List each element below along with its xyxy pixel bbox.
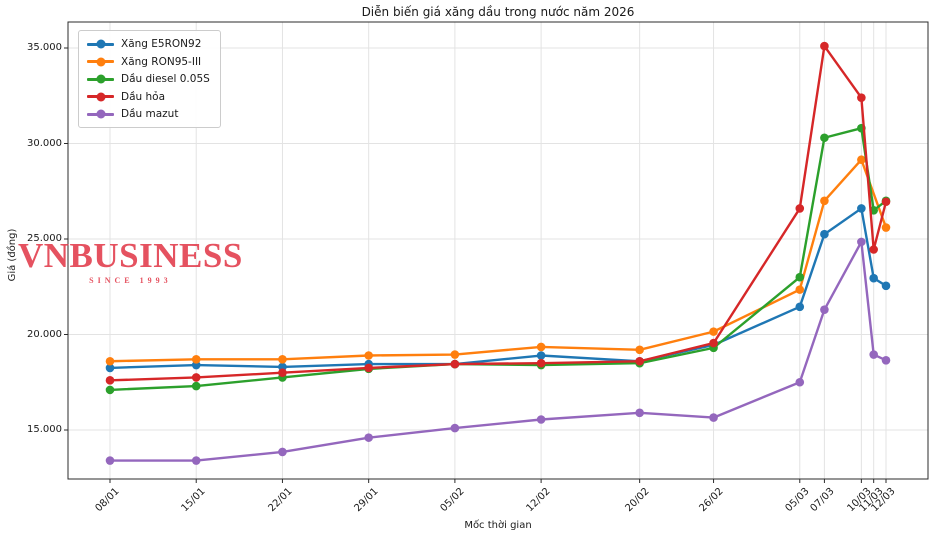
data-point: [881, 355, 891, 365]
data-point: [364, 351, 373, 360]
data-point: [635, 408, 644, 418]
data-point: [857, 204, 866, 213]
data-point: [869, 245, 878, 254]
data-point: [105, 456, 115, 465]
data-point: [105, 356, 115, 366]
y-tick-label: 20.000: [27, 328, 62, 340]
chart-title: Diễn biến giá xăng dầu trong nước năm 20…: [361, 5, 635, 19]
data-point: [364, 363, 373, 373]
data-point: [105, 385, 115, 395]
data-point: [536, 342, 546, 352]
legend: Xăng E5RON92 Xăng RON95-III Dầu diesel 0…: [78, 30, 221, 128]
data-point: [820, 133, 829, 143]
y-tick-label: 25.000: [27, 233, 62, 244]
data-point: [881, 197, 891, 207]
data-point: [278, 368, 287, 378]
data-point: [795, 377, 805, 387]
y-tick-label: 35.000: [27, 42, 62, 53]
legend-label-diesel: Dầu diesel 0.05S: [121, 73, 210, 85]
legend-item-hoa: Dầu hỏa: [87, 90, 210, 104]
data-point: [536, 358, 546, 368]
legend-marker-hoa: [87, 92, 114, 101]
series-line: [109, 207, 887, 370]
data-point: [450, 423, 460, 433]
legend-item-diesel: Dầu diesel 0.05S: [87, 72, 210, 86]
legend-marker-mazut: [87, 109, 114, 119]
data-point: [869, 273, 878, 283]
x-axis-label: Mốc thời gian: [464, 520, 532, 531]
data-point: [536, 351, 546, 360]
data-point: [795, 285, 805, 294]
legend-label-e5ron92: Xăng E5RON92: [121, 38, 202, 50]
data-point: [191, 373, 201, 382]
data-point: [709, 338, 718, 348]
series-line: [109, 44, 888, 382]
data-point: [820, 305, 829, 314]
plot-border: [67, 21, 929, 480]
y-axis-label: Giá (đồng): [7, 228, 18, 282]
data-point: [450, 350, 460, 359]
data-point: [191, 456, 201, 465]
data-point: [536, 415, 546, 424]
data-point: [364, 433, 373, 442]
data-point: [857, 93, 866, 102]
data-point: [820, 41, 829, 51]
data-point: [709, 413, 718, 422]
data-point: [278, 447, 287, 457]
legend-item-e5ron92: Xăng E5RON92: [87, 37, 210, 51]
data-point: [820, 196, 829, 206]
legend-item-mazut: Dầu mazut: [87, 107, 210, 121]
legend-label-ron95: Xăng RON95-III: [121, 55, 202, 68]
y-tick-label: 30.000: [27, 137, 62, 149]
data-point: [795, 272, 805, 282]
data-point: [105, 376, 115, 385]
data-point: [105, 363, 115, 373]
data-point: [881, 223, 891, 232]
data-point: [820, 229, 829, 239]
y-tick-label: 15.000: [27, 424, 62, 435]
data-point: [857, 155, 866, 165]
legend-marker-ron95: [87, 57, 114, 66]
data-point: [191, 355, 201, 364]
legend-marker-e5ron92: [87, 39, 114, 49]
data-point: [709, 327, 718, 336]
legend-item-ron95: Xăng RON95-III: [87, 55, 210, 69]
data-point: [869, 350, 878, 359]
data-point: [795, 302, 805, 312]
data-point: [635, 345, 644, 355]
data-point: [191, 381, 201, 391]
legend-marker-diesel: [87, 74, 114, 84]
legend-label-mazut: Dầu mazut: [121, 108, 179, 120]
data-point: [881, 281, 891, 291]
data-point: [857, 237, 866, 247]
legend-label-hoa: Dầu hỏa: [121, 90, 166, 103]
data-point: [795, 204, 805, 213]
data-point: [278, 355, 287, 364]
series-line: [109, 158, 888, 363]
data-point: [635, 356, 644, 366]
data-point: [450, 359, 460, 369]
